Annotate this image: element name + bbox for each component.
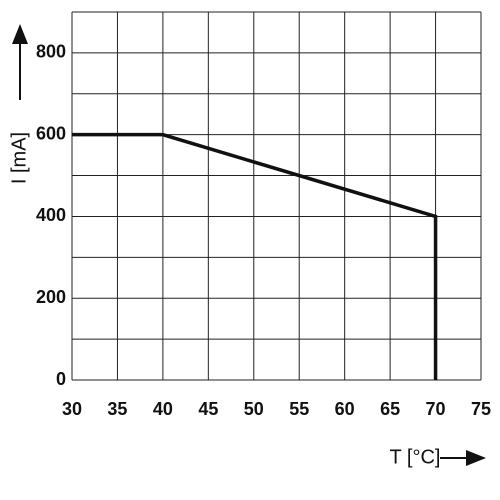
x-tick-label: 40 xyxy=(153,399,173,419)
derating-curve xyxy=(72,132,438,380)
x-tick-label: 35 xyxy=(107,399,127,419)
x-axis-label: T [°C] xyxy=(390,446,441,468)
y-tick-label: 400 xyxy=(36,205,66,225)
y-tick-label: 600 xyxy=(36,123,66,143)
y-axis-label: I [mA] xyxy=(8,132,30,184)
y-tick-label: 200 xyxy=(36,287,66,307)
x-tick-label: 45 xyxy=(198,399,218,419)
x-tick-label: 50 xyxy=(244,399,264,419)
x-tick-label: 55 xyxy=(289,399,309,419)
x-tick-label: 60 xyxy=(335,399,355,419)
x-tick-label: 30 xyxy=(62,399,82,419)
x-tick-label: 70 xyxy=(426,399,446,419)
y-tick-label: 800 xyxy=(36,42,66,62)
x-tick-label: 65 xyxy=(380,399,400,419)
x-tick-label: 75 xyxy=(471,399,491,419)
y-tick-label: 0 xyxy=(56,369,66,389)
